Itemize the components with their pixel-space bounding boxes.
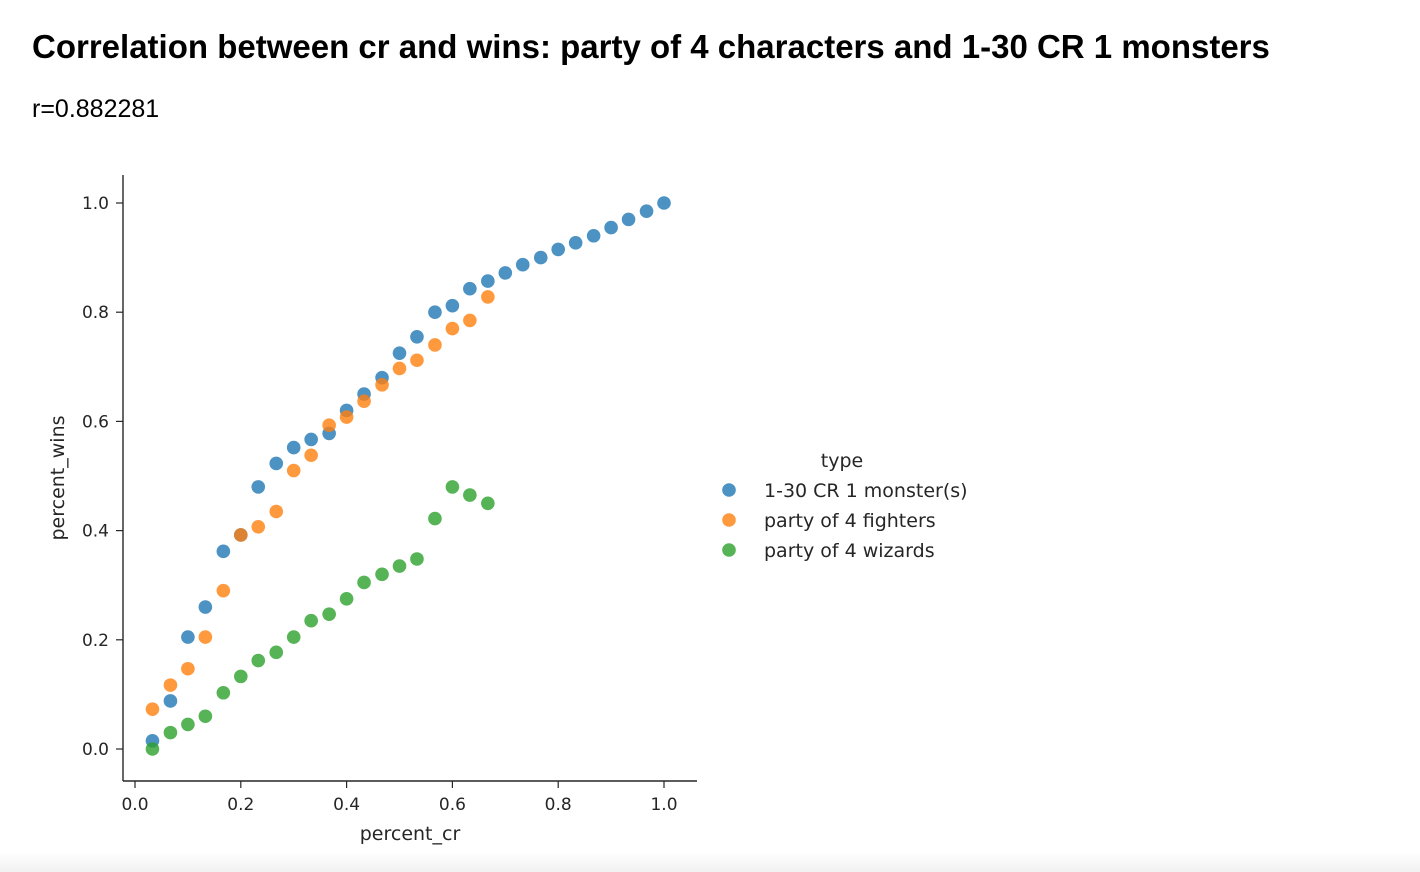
data-point bbox=[657, 196, 671, 210]
data-point bbox=[463, 313, 477, 328]
data-point bbox=[339, 410, 354, 424]
data-point bbox=[145, 702, 160, 716]
data-point bbox=[181, 717, 195, 732]
data-point bbox=[604, 220, 618, 235]
data-point bbox=[163, 725, 178, 740]
data-point bbox=[339, 592, 354, 606]
data-point bbox=[322, 607, 336, 621]
data-point bbox=[463, 488, 477, 502]
x-tick-label: 1.0 bbox=[650, 795, 677, 815]
data-point bbox=[428, 511, 442, 526]
data-point bbox=[392, 361, 407, 376]
data-point bbox=[163, 694, 178, 708]
data-point bbox=[198, 709, 213, 724]
data-point bbox=[445, 298, 460, 313]
x-axis-label: percent_cr bbox=[360, 823, 461, 845]
legend-label: 1-30 CR 1 monster(s) bbox=[764, 480, 968, 502]
data-point bbox=[392, 346, 407, 360]
y-tick-label: 0.2 bbox=[82, 631, 109, 651]
y-tick-label: 0.6 bbox=[82, 412, 109, 432]
data-point bbox=[251, 480, 266, 494]
data-point bbox=[586, 228, 601, 243]
data-point bbox=[198, 630, 213, 644]
data-point bbox=[481, 274, 495, 288]
data-point bbox=[304, 613, 318, 628]
data-point bbox=[357, 394, 371, 408]
data-point bbox=[463, 281, 477, 296]
y-tick-label: 1.0 bbox=[82, 194, 109, 214]
data-point bbox=[216, 544, 231, 559]
data-point bbox=[251, 519, 266, 534]
x-tick-label: 0.0 bbox=[121, 795, 148, 815]
data-point bbox=[357, 575, 371, 590]
x-axis: 0.0 0.2 0.4 0.6 0.8 1.0 bbox=[121, 780, 697, 815]
data-point bbox=[269, 456, 284, 471]
data-points bbox=[145, 196, 671, 756]
data-point bbox=[198, 600, 213, 614]
data-point bbox=[269, 504, 284, 519]
legend-label: party of 4 fighters bbox=[764, 510, 936, 532]
data-point bbox=[410, 552, 424, 566]
legend-title: type bbox=[821, 450, 863, 472]
data-point bbox=[551, 242, 565, 257]
data-point bbox=[445, 321, 460, 336]
data-point bbox=[392, 559, 407, 573]
data-point bbox=[515, 257, 530, 272]
data-point bbox=[410, 329, 424, 344]
data-point bbox=[145, 742, 160, 756]
data-point bbox=[163, 678, 178, 692]
data-point bbox=[286, 630, 301, 644]
y-axis-label: percent_wins bbox=[47, 415, 69, 540]
data-point bbox=[181, 630, 195, 644]
data-point bbox=[304, 432, 318, 447]
data-point bbox=[304, 448, 318, 463]
page-title: Correlation between cr and wins: party o… bbox=[32, 28, 1270, 65]
data-point bbox=[234, 528, 248, 542]
y-axis: 0.0 0.2 0.4 0.6 0.8 1.0 bbox=[82, 175, 124, 781]
legend-label: party of 4 wizards bbox=[764, 540, 935, 562]
legend-marker bbox=[722, 513, 736, 527]
legend-marker bbox=[722, 483, 736, 497]
y-tick-label: 0.4 bbox=[82, 522, 109, 542]
data-point bbox=[251, 653, 266, 668]
series-0 bbox=[145, 196, 671, 748]
x-tick-label: 0.2 bbox=[227, 795, 254, 815]
data-point bbox=[533, 250, 548, 265]
series-1 bbox=[145, 290, 495, 716]
data-point bbox=[286, 440, 301, 455]
data-point bbox=[481, 496, 495, 511]
data-point bbox=[375, 378, 389, 392]
data-point bbox=[181, 661, 195, 676]
y-tick-label: 0.8 bbox=[82, 303, 109, 323]
data-point bbox=[410, 353, 424, 368]
window-bottom-edge bbox=[0, 852, 1420, 872]
x-tick-label: 0.8 bbox=[545, 795, 572, 815]
data-point bbox=[234, 669, 248, 684]
data-point bbox=[621, 212, 636, 227]
x-tick-label: 0.4 bbox=[333, 795, 360, 815]
data-point bbox=[375, 567, 389, 582]
data-point bbox=[322, 418, 336, 433]
data-point bbox=[481, 290, 495, 304]
data-point bbox=[428, 338, 442, 352]
data-point bbox=[428, 305, 442, 320]
legend-marker bbox=[722, 543, 736, 557]
data-point bbox=[568, 236, 583, 250]
data-point bbox=[286, 463, 301, 478]
legend: type 1-30 CR 1 monster(s) party of 4 figh… bbox=[722, 450, 968, 562]
data-point bbox=[216, 583, 231, 598]
x-tick-label: 0.6 bbox=[439, 795, 466, 815]
data-point bbox=[269, 645, 284, 660]
data-point bbox=[498, 266, 513, 280]
data-point bbox=[639, 204, 654, 218]
series-2 bbox=[145, 480, 495, 756]
data-point bbox=[445, 480, 460, 494]
correlation-coefficient: r=0.882281 bbox=[32, 95, 160, 123]
y-tick-label: 0.0 bbox=[82, 740, 109, 760]
data-point bbox=[216, 685, 231, 700]
